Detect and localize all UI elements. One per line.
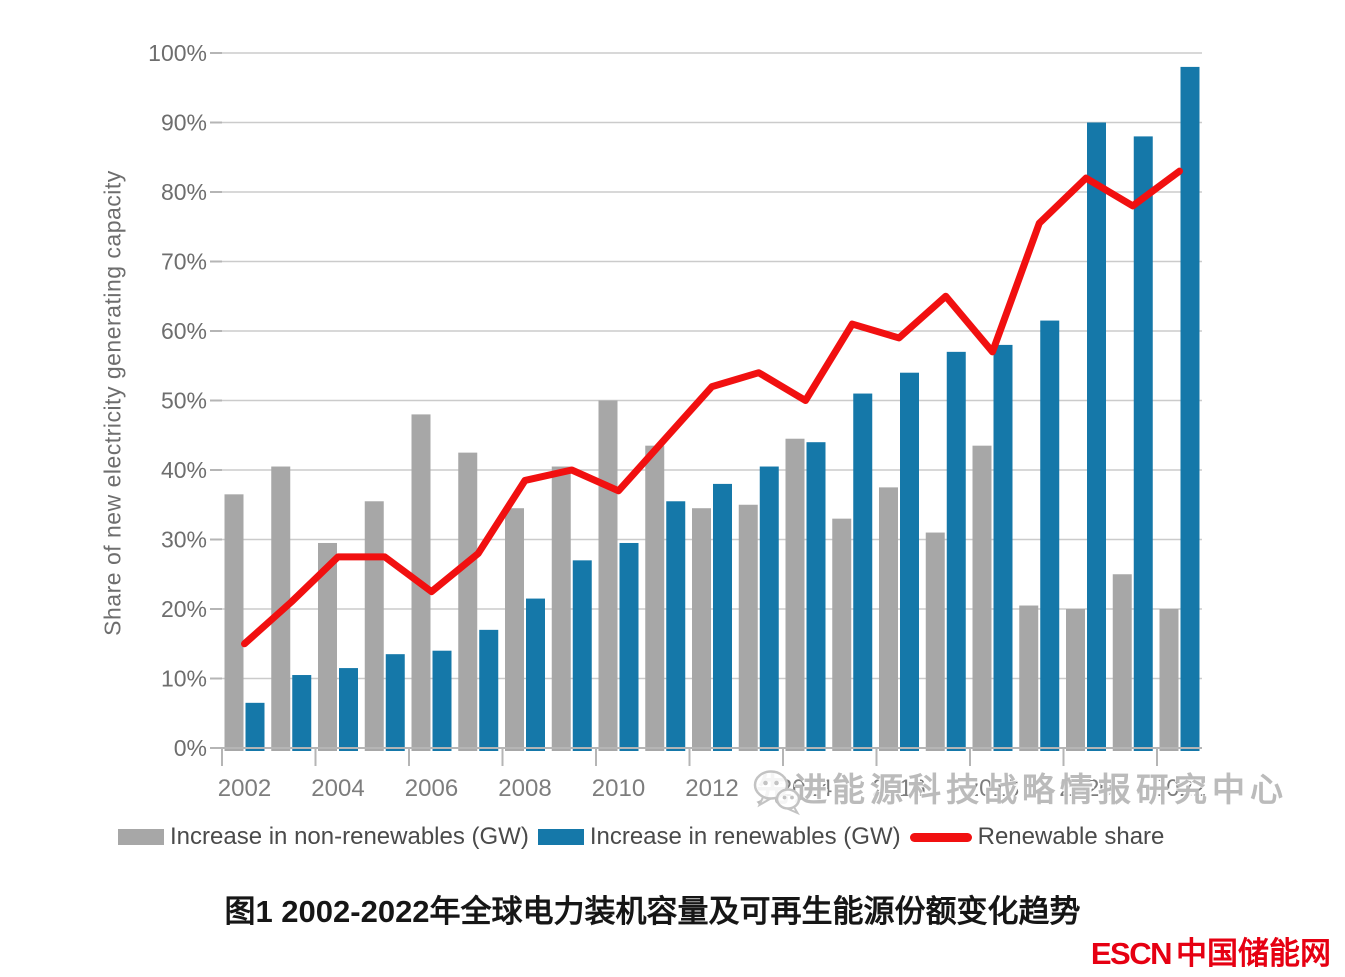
y-tick-label: 60% [161,318,207,344]
capacity-share-chart: 0% 10% 20% 30% 40% 50% 60% 70% 80% 90% 100% 2002 200… [148,40,1206,802]
bar-non-renewables [645,445,665,751]
bar-renewables [946,351,966,751]
bar-non-renewables [832,518,852,751]
x-tick-label: 2012 [685,775,738,802]
non-renewables-swatch-icon [118,829,164,845]
bar-renewables [1180,66,1200,751]
bar-renewables [432,650,452,751]
bar-non-renewables [551,466,571,751]
bar-renewables [666,501,686,751]
x-tick-label: 2020 [1059,775,1112,802]
watermark: 先进能源科技战略情报研究中心 [752,768,1288,816]
bar-renewables [759,466,779,751]
x-tick-label: 2018 [966,775,1019,802]
bar-non-renewables [318,542,337,751]
legend-item-renewables: Increase in renewables (GW) [537,823,901,851]
bar-non-renewables [692,508,711,751]
y-tick-label: 100% [148,40,207,66]
legend-label: Increase in non-renewables (GW) [170,823,529,850]
bar-non-renewables [224,494,244,751]
x-tick-label: 2004 [311,775,364,802]
y-tick-label: 30% [161,527,207,553]
y-tick-label: 80% [161,179,207,205]
figure-caption: 图1 2002-2022年全球电力装机容量及可再生能源份额变化趋势 [224,894,1081,929]
bar-non-renewables [1112,574,1132,751]
bar-non-renewables [1019,605,1039,751]
bar-non-renewables [458,452,478,751]
renewable-share-line [241,167,1183,648]
bar-renewables [619,542,639,751]
y-tick-label: 0% [174,735,207,761]
bar-renewables [993,344,1013,751]
chart-legend: Increase in non-renewables (GW) Increase… [118,823,1164,851]
bar-renewables [1133,136,1153,751]
bar-renewables [853,393,873,751]
bar-non-renewables [972,445,992,751]
y-tick-label: 90% [161,110,207,136]
escn-logo-en: ESCN [1090,936,1173,971]
y-axis-title: Share of new electricity generating capa… [99,170,126,636]
renewables-swatch-icon [537,829,584,845]
bar-renewables [245,702,265,751]
bar-non-renewables [1159,609,1179,751]
bar-renewables [1087,122,1106,751]
x-tick-label: 2002 [218,775,271,802]
bar-renewables [806,442,826,751]
y-tick-label: 20% [161,596,207,622]
bar-non-renewables [598,400,618,751]
renewable-share-swatch-icon [909,832,972,842]
x-tick-label: 2010 [592,775,645,802]
bar-non-renewables [879,487,898,751]
legend-item-renewable-share: Renewable share [909,823,1165,851]
escn-logo: ESCN 中国储能网 [1091,928,1331,973]
escn-logo-zh: 中国储能网 [1176,936,1331,971]
bar-non-renewables [364,501,384,751]
x-tick-label: 2006 [405,775,458,802]
y-tick-label: 40% [161,457,207,483]
x-tick-label: 2016 [872,775,925,802]
bar-renewables [1040,320,1060,751]
bar-non-renewables [925,532,945,751]
bar-renewables [292,675,312,751]
y-tick-label: 10% [161,666,207,692]
bar-renewables [713,483,732,751]
bar-renewables [526,598,545,751]
legend-label: Renewable share [977,823,1165,850]
legend-item-non-renewables: Increase in non-renewables (GW) [118,823,529,851]
watermark-text: 先进能源科技战略情报研究中心 [756,771,1288,808]
bar-renewables [339,668,358,751]
bar-non-renewables [738,504,758,751]
bar-renewables [572,560,592,751]
bar-non-renewables [785,438,805,751]
legend-label: Increase in renewables (GW) [589,823,901,850]
x-tick-label: 2008 [498,775,551,802]
bar-renewables [385,654,405,751]
bar-non-renewables [505,508,524,751]
y-tick-label: 70% [161,249,207,275]
bar-renewables [900,372,919,751]
x-tick-label: 2022 [1153,775,1206,802]
bar-non-renewables [1066,609,1085,751]
y-tick-label: 50% [161,388,207,414]
bar-renewables [479,629,499,751]
